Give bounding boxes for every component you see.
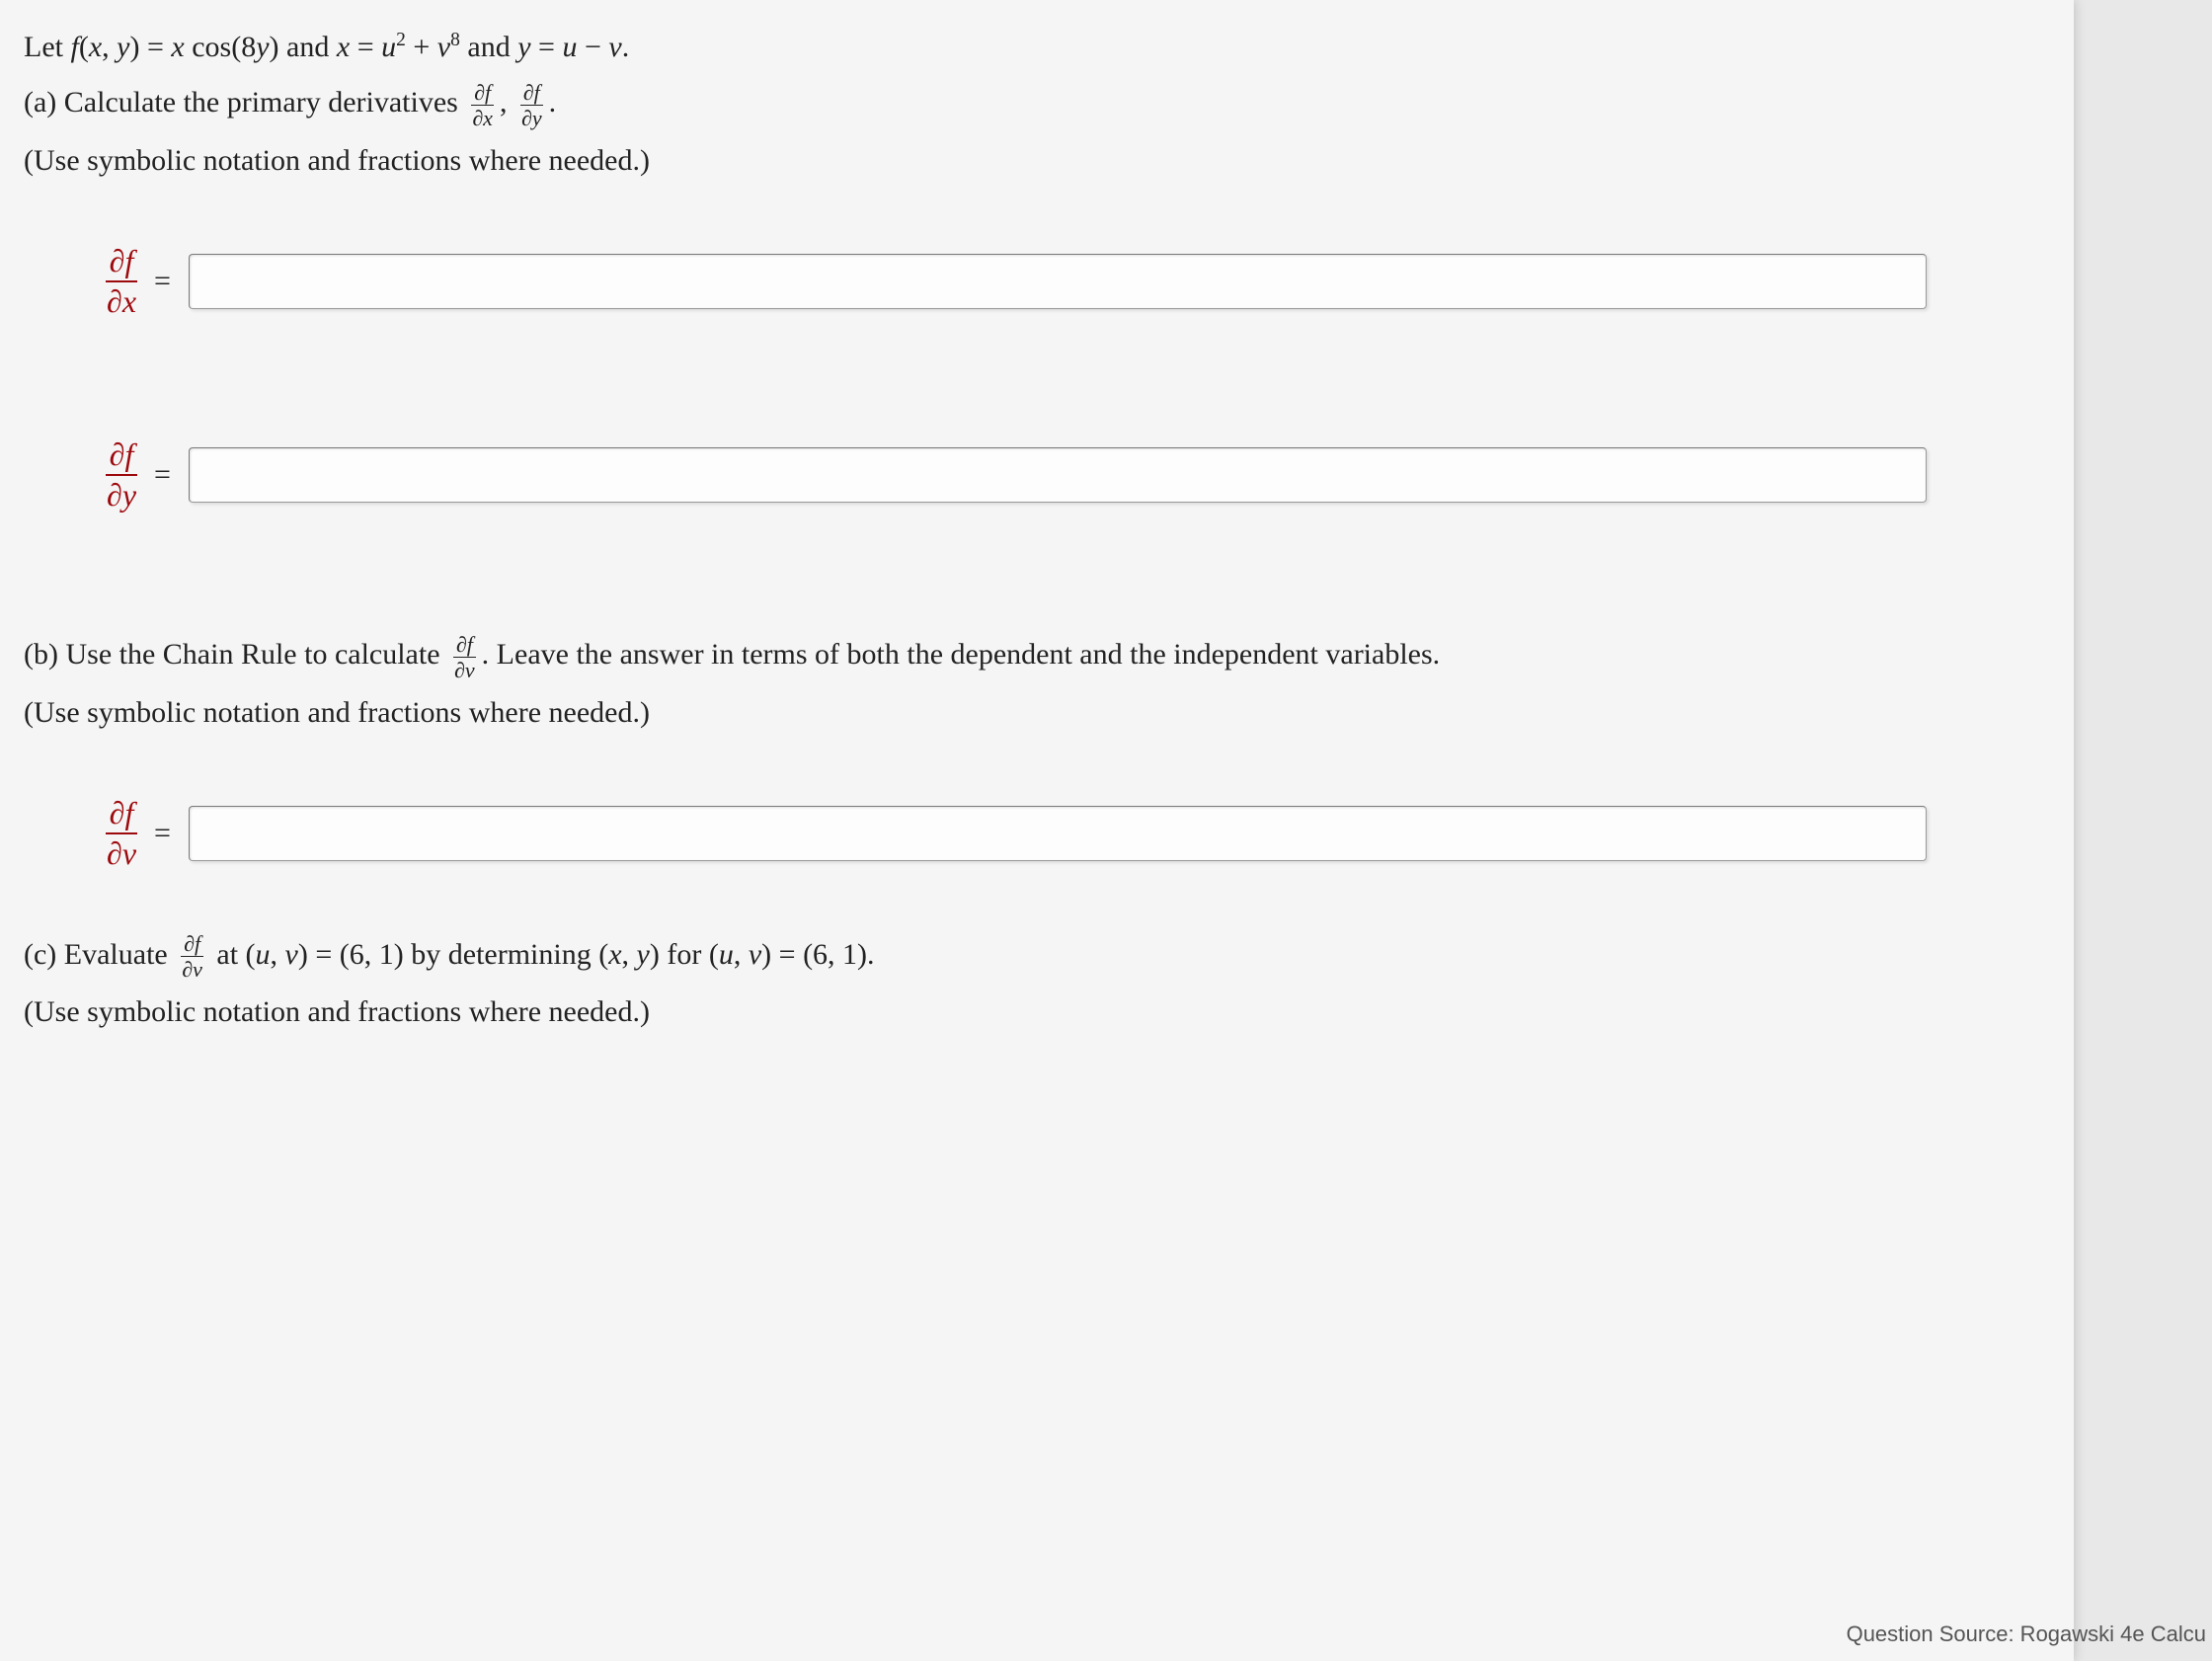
frac-label-dfdy: ∂f ∂y bbox=[103, 437, 140, 513]
frac-den: ∂x bbox=[103, 282, 140, 319]
and2: and bbox=[460, 31, 517, 63]
answer-input-dfdx[interactable] bbox=[189, 254, 1927, 309]
frac-den: ∂v bbox=[103, 834, 140, 871]
period: . bbox=[622, 31, 630, 63]
answer-input-dfdy[interactable] bbox=[189, 447, 1927, 503]
intro-prefix: Let bbox=[24, 31, 70, 63]
part-b-pre: (b) Use the Chain Rule to calculate bbox=[24, 638, 447, 671]
inline-frac-dfdx: ∂f∂x bbox=[469, 81, 496, 129]
part-a-label: (a) Calculate the primary derivatives bbox=[24, 86, 465, 119]
answer-row-dfdv: ∂f ∂v = bbox=[103, 796, 2034, 871]
frac-num: ∂f bbox=[106, 796, 138, 834]
inline-frac-dfdv-c: ∂f∂v bbox=[179, 932, 205, 981]
question-source: Question Source: Rogawski 4e Calcu bbox=[1847, 1621, 2212, 1647]
hint-c: (Use symbolic notation and fractions whe… bbox=[24, 989, 2034, 1036]
part-a-text: (a) Calculate the primary derivatives ∂f… bbox=[24, 79, 2034, 129]
equals-sign: = bbox=[154, 817, 171, 850]
part-c-mid: at (u, v) = (6, 1) by determining (x, y)… bbox=[209, 938, 875, 971]
frac-den: ∂y bbox=[103, 476, 140, 513]
hint-a: (Use symbolic notation and fractions whe… bbox=[24, 137, 2034, 185]
problem-statement: Let f(x, y) = x cos(8y) and x = u2 + v8 … bbox=[24, 24, 2034, 71]
part-c-pre: (c) Evaluate bbox=[24, 938, 175, 971]
part-b-post: . Leave the answer in terms of both the … bbox=[482, 638, 1441, 671]
frac-label-dfdv: ∂f ∂v bbox=[103, 796, 140, 871]
answer-row-dfdx: ∂f ∂x = bbox=[103, 244, 2034, 319]
part-c-text: (c) Evaluate ∂f∂v at (u, v) = (6, 1) by … bbox=[24, 931, 2034, 982]
question-page: Let f(x, y) = x cos(8y) and x = u2 + v8 … bbox=[0, 0, 2074, 1661]
part-c-section: (c) Evaluate ∂f∂v at (u, v) = (6, 1) by … bbox=[24, 931, 2034, 1037]
and1: and bbox=[279, 31, 337, 63]
equals-sign: = bbox=[154, 265, 171, 298]
part-a-end: . bbox=[549, 86, 557, 119]
inline-frac-dfdy: ∂f∂y bbox=[518, 81, 545, 129]
function-def: f bbox=[70, 31, 78, 63]
part-b-text: (b) Use the Chain Rule to calculate ∂f∂v… bbox=[24, 631, 2034, 681]
hint-b: (Use symbolic notation and fractions whe… bbox=[24, 689, 2034, 737]
answer-row-dfdy: ∂f ∂y = bbox=[103, 437, 2034, 513]
frac-num: ∂f bbox=[106, 244, 138, 282]
answer-input-dfdv[interactable] bbox=[189, 806, 1927, 861]
part-b-section: (b) Use the Chain Rule to calculate ∂f∂v… bbox=[24, 631, 2034, 871]
inline-frac-dfdv: ∂f∂v bbox=[451, 633, 478, 681]
equals-sign: = bbox=[154, 458, 171, 492]
frac-label-dfdx: ∂f ∂x bbox=[103, 244, 140, 319]
comma: , bbox=[500, 86, 514, 119]
frac-num: ∂f bbox=[106, 437, 138, 476]
